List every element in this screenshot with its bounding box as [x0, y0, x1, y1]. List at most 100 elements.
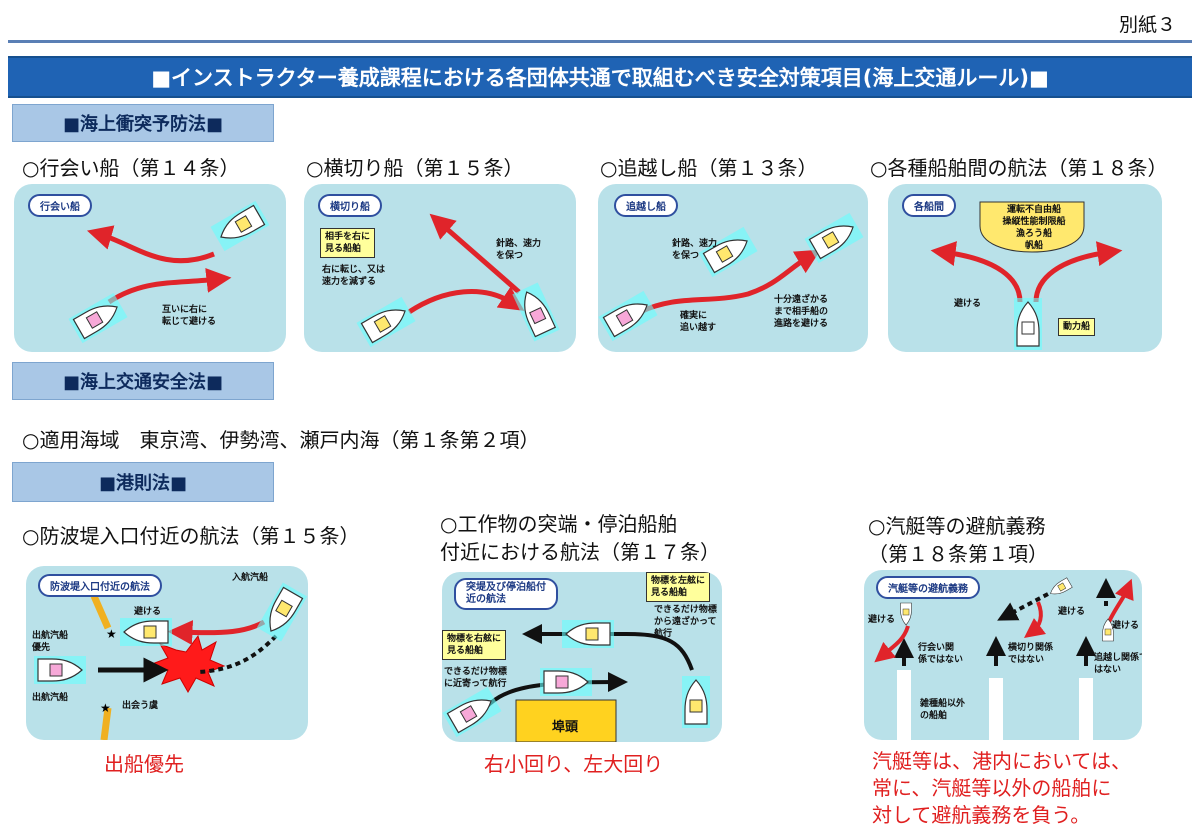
collision-burst-icon [150, 634, 226, 694]
wharf-rect [515, 699, 617, 742]
arrow-overtake [638, 249, 821, 315]
head-on-svg [68, 200, 270, 344]
arrow-avoid [167, 619, 266, 646]
diagram-pier-navigation: 突堤及び停泊船付 近の航法 物標を左舷に 見る船舶 できるだけ物標 から遠ざかって 航行… [442, 572, 722, 742]
boat-pink [68, 292, 128, 344]
arrow-wide-left-turn [522, 624, 694, 671]
note-avoid-small: 避ける [868, 615, 896, 625]
breakwater-upper [90, 594, 112, 630]
pier-svg [442, 620, 710, 742]
label-small-craft: ○汽艇等の避航義務 （第１８条第１項） [868, 514, 1048, 566]
note-restricted-vessels: 運転不自由船 操縦性能制限船 漁ろう船 帆船 [1002, 205, 1066, 251]
overtaking-svg [598, 212, 864, 342]
note-avoid-small-overtake: 避ける [1112, 621, 1140, 631]
star-upper-icon: ★ [106, 627, 117, 641]
note-not-head-on: 行会い関 係ではない [918, 643, 964, 665]
diagram-crossing: 横切り船 相手を右に 見る船舶 右に転じ、又は 速力を減ずる 針路、速力 を保つ [304, 184, 576, 352]
boat-pink [598, 290, 658, 342]
between-vessels-svg [930, 201, 1123, 350]
arrow-avoid-crossing [1024, 601, 1047, 639]
boat-pink-middle [540, 668, 592, 696]
tag-between-vessels: 各船間 [902, 194, 956, 217]
arrow-avoid-headon [874, 625, 910, 663]
star-lower-icon: ★ [100, 701, 111, 715]
arrow-inbound-dashed [197, 634, 278, 674]
label-crossing: ○横切り船（第１５条） [306, 156, 524, 180]
note-not-overtaking: 追越し関係ではない [1094, 653, 1142, 675]
arrow-crossing [997, 592, 1049, 621]
box-object-on-starboard: 物標を右舷に 見る船舶 [442, 630, 507, 660]
label-pier-navigation: ○工作物の突端・停泊船舶 付近における航法（第１７条） [440, 512, 720, 564]
note-not-crossing: 横切り関係 ではない [1008, 643, 1054, 665]
boat-yellow-waiting [120, 618, 172, 646]
note-head-on: 互いに右に 転じて避ける [162, 305, 217, 327]
document-label: 別紙３ [1118, 14, 1176, 36]
note-keep-away: できるだけ物標 から遠ざかって 航行 [654, 605, 717, 639]
boat-power [1014, 298, 1042, 350]
small-boat-headon [900, 602, 912, 626]
diagram-head-on: 行会い船 互いに右に 転じて避ける [14, 184, 286, 352]
tag-small-craft: 汽艇等の避航義務 [876, 576, 980, 599]
boat-yellow-left [562, 620, 614, 648]
section-heading-port-regulations: ■港則法■ [12, 462, 274, 502]
boat-yellow-ahead [804, 212, 864, 264]
arrow-keep-course [429, 213, 521, 294]
tag-breakwater: 防波堤入口付近の航法 [38, 574, 162, 597]
tag-pier-navigation: 突堤及び停泊船付 近の航法 [454, 578, 558, 610]
diagram-overtaking: 追越し船 針路、速力 を保つ 確実に 追い越す 十分遠ざかる まで相手船の 進路を避ける [598, 184, 868, 352]
note-keep-clear: 十分遠ざかる まで相手船の 進路を避ける [774, 295, 829, 329]
top-rule [8, 40, 1192, 43]
breakwater-svg: ★ ★ [34, 582, 308, 740]
diagram-breakwater: ★ ★ 防波堤入口付近の航法 入航汽船 避ける 出航汽船 優先 出航汽船 出会う虞 [26, 566, 308, 740]
note-non-small-vessel: 雑種船以外 の船舶 [920, 699, 966, 721]
applicable-waters-text: ○適用海域 東京湾、伊勢湾、瀬戸内海（第１条第２項） [22, 428, 540, 452]
note-risk-of-meeting: 出会う虞 [122, 701, 159, 711]
diagram-small-craft: 汽艇等の避航義務 避ける 避ける 避ける 行会い関 係ではない 横切り関係 ではない… [864, 570, 1142, 740]
box-object-on-port: 物標を左舷に 見る船舶 [646, 572, 711, 602]
note-avoid-small-crossing: 避ける [1058, 607, 1086, 617]
arrow-avoid-overtake [1106, 578, 1134, 625]
arrow-turn-right [407, 286, 525, 315]
note-turn-or-slow: 右に転じ、又は 速力を減ずる [322, 265, 386, 287]
note-avoid: 避ける [954, 299, 982, 309]
caption-tight-right-wide-left: 右小回り、左大回り [484, 752, 664, 776]
label-overtaking: ○追越し船（第１３条） [600, 156, 818, 180]
label-between-vessels: ○各種船舶間の航法（第１８条） [870, 156, 1168, 180]
section-heading-traffic-safety: ■海上交通安全法■ [12, 362, 274, 400]
tag-overtaking: 追越し船 [614, 194, 678, 217]
diagram-between-vessels: 各船間 運転不自由船 操縦性能制限船 漁ろう船 帆船 避ける 動力船 [888, 184, 1162, 352]
small-boat-crossing [1047, 577, 1073, 599]
label-head-on: ○行会い船（第１４条） [22, 156, 240, 180]
boat-pink-outbound [34, 656, 86, 684]
note-outbound-steamer: 出航汽船 [32, 693, 69, 703]
boat-yellow [698, 226, 758, 278]
note-avoid: 避ける [134, 607, 162, 617]
boat-yellow [356, 296, 416, 348]
label-breakwater: ○防波堤入口付近の航法（第１５条） [22, 524, 360, 548]
note-keep-course-overtaken: 針路、速力 を保つ [672, 239, 718, 261]
note-outbound-priority: 出航汽船 優先 [32, 631, 69, 653]
boat-pink-left [442, 686, 502, 738]
note-overtake-surely: 確実に 追い越す [680, 311, 717, 333]
arrow-avoid-left [930, 241, 1023, 303]
boat-pink [512, 282, 560, 342]
section-heading-collision-regulations: ■海上衝突予防法■ [12, 104, 274, 142]
small-boat-overtaking [1102, 618, 1114, 642]
wharf-label: 埠頭 [552, 720, 579, 735]
page-title: ■インストラクター養成課程における各団体共通で取組むべき安全対策項目(海上交通ル… [8, 56, 1192, 98]
caption-outbound-priority: 出船優先 [104, 752, 184, 776]
box-power-vessel: 動力船 [1058, 318, 1096, 336]
boat-yellow-right [682, 676, 710, 728]
note-keep-close: できるだけ物標 に近寄って航行 [444, 667, 507, 689]
tag-crossing: 横切り船 [318, 194, 382, 217]
note-inbound-steamer: 入航汽船 [232, 573, 269, 583]
crossing-svg [356, 213, 560, 348]
caption-small-craft-duty: 汽艇等は、港内においては、 常に、汽艇等以外の船舶に 対して避航義務を負う。 [872, 749, 1131, 827]
tag-head-on: 行会い船 [28, 194, 92, 217]
boat-yellow [210, 200, 270, 252]
restricted-vessels-dome [979, 201, 1085, 253]
arrow-avoid-right [1033, 241, 1123, 303]
small-craft-svg [874, 577, 1134, 740]
arrow-turn-right-2 [107, 267, 232, 305]
box-see-on-right: 相手を右に 見る船舶 [320, 228, 376, 258]
